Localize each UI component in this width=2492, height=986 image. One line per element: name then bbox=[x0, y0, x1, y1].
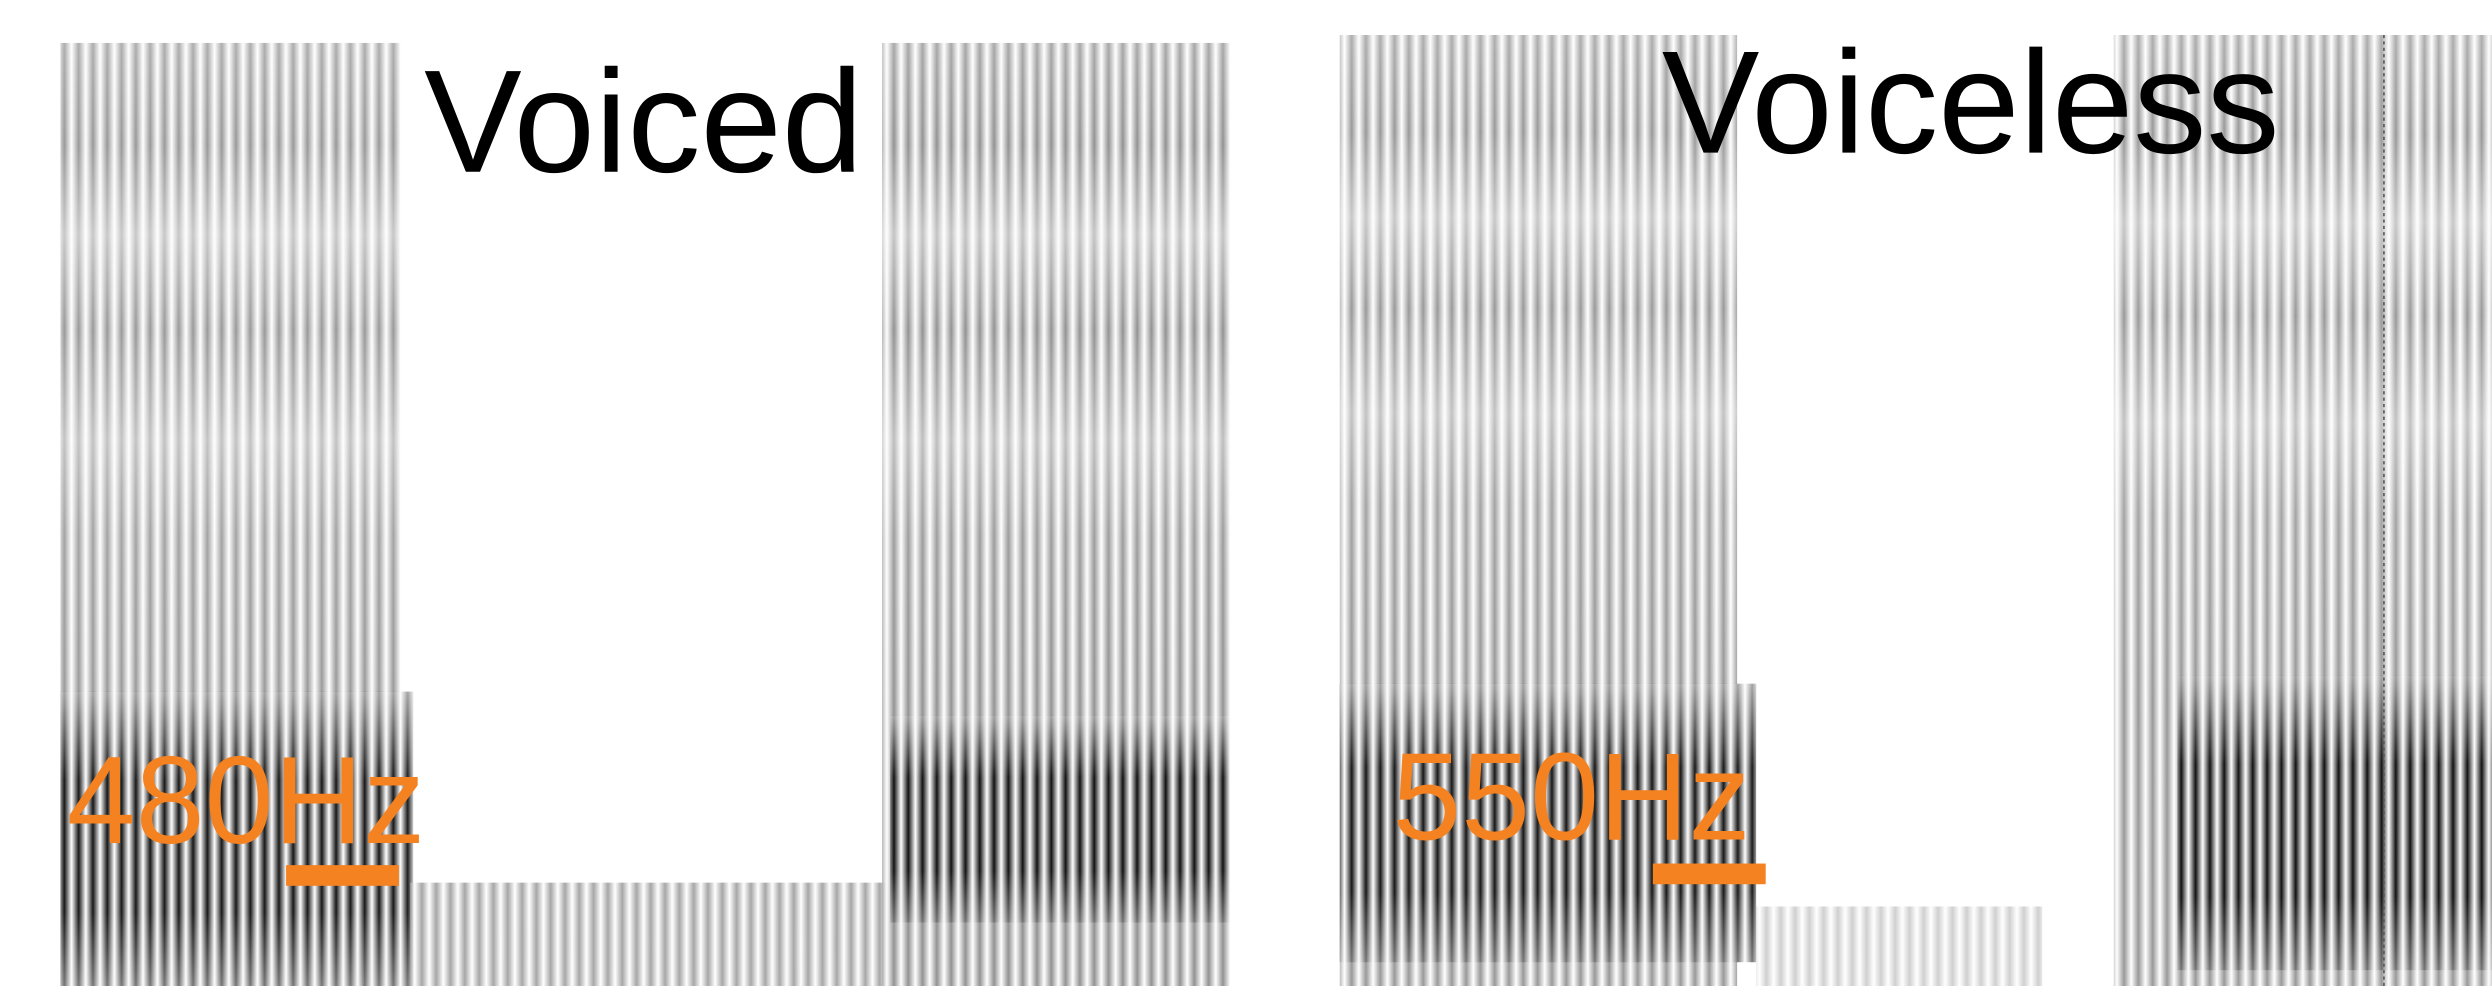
frequency-label: 550Hz bbox=[1392, 729, 1750, 867]
marker-bar bbox=[286, 865, 399, 886]
frequency-label: 480Hz bbox=[67, 732, 425, 870]
panel-title: Voiced bbox=[424, 40, 863, 203]
figure: Voiced Voiceless 480Hz 550Hz bbox=[0, 0, 2492, 986]
marker-bar bbox=[1653, 864, 1766, 885]
panel-title: Voiceless bbox=[1662, 21, 2280, 184]
page: {"panels": [{"title": "Voiced", "label":… bbox=[0, 0, 2492, 986]
